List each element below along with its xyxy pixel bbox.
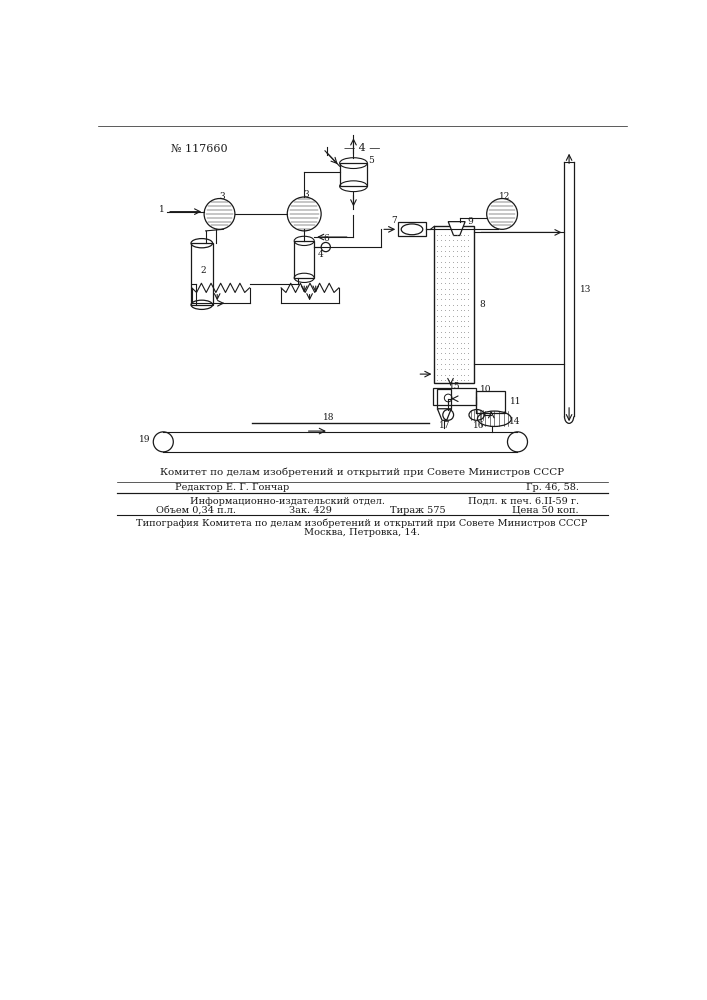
Text: Объем 0,34 п.л.: Объем 0,34 п.л. xyxy=(156,506,235,515)
Polygon shape xyxy=(448,222,465,235)
Text: Типография Комитета по делам изобретений и открытий при Совете Министров СССР: Типография Комитета по делам изобретений… xyxy=(136,519,588,528)
Text: Подл. к печ. 6.II-59 г.: Подл. к печ. 6.II-59 г. xyxy=(468,497,579,506)
Text: 11: 11 xyxy=(510,397,521,406)
Text: 4: 4 xyxy=(318,250,324,259)
Text: 16: 16 xyxy=(472,421,484,430)
Text: — 4 —: — 4 — xyxy=(344,143,380,153)
Text: Москва, Петровка, 14.: Москва, Петровка, 14. xyxy=(304,528,420,537)
Text: 5: 5 xyxy=(368,156,374,165)
Bar xyxy=(339,163,368,186)
Bar xyxy=(476,391,506,413)
Bar xyxy=(438,389,451,409)
Bar xyxy=(398,222,426,236)
Text: 9: 9 xyxy=(467,217,472,226)
Text: 12: 12 xyxy=(498,192,510,201)
Text: 18: 18 xyxy=(323,413,334,422)
Bar xyxy=(294,241,314,278)
Text: 1: 1 xyxy=(159,205,165,214)
Text: Цена 50 коп.: Цена 50 коп. xyxy=(513,506,579,515)
Text: 14: 14 xyxy=(510,417,521,426)
Text: 3: 3 xyxy=(219,192,225,201)
Text: Информационно-издательский отдел.: Информационно-издательский отдел. xyxy=(190,497,385,506)
Text: 3: 3 xyxy=(304,190,310,199)
Text: 15: 15 xyxy=(450,382,461,391)
Text: № 117660: № 117660 xyxy=(171,143,228,153)
Bar xyxy=(434,226,474,383)
Text: 19: 19 xyxy=(139,435,150,444)
Text: 8: 8 xyxy=(480,300,486,309)
Bar xyxy=(433,388,476,405)
Text: Комитет по делам изобретений и открытий при Совете Министров СССР: Комитет по делам изобретений и открытий … xyxy=(160,468,564,477)
Text: 2: 2 xyxy=(201,266,206,275)
Text: 6: 6 xyxy=(323,234,329,243)
Polygon shape xyxy=(438,409,451,420)
Text: Тираж 575: Тираж 575 xyxy=(390,506,446,515)
Text: 17: 17 xyxy=(439,421,451,430)
Text: 10: 10 xyxy=(480,385,491,394)
Bar xyxy=(191,243,213,305)
Text: Зак. 429: Зак. 429 xyxy=(288,506,332,515)
Text: Гр. 46, 58.: Гр. 46, 58. xyxy=(526,483,579,492)
Text: 13: 13 xyxy=(580,285,591,294)
Text: 7: 7 xyxy=(392,216,397,225)
Text: Редактор Е. Г. Гончар: Редактор Е. Г. Гончар xyxy=(175,483,289,492)
